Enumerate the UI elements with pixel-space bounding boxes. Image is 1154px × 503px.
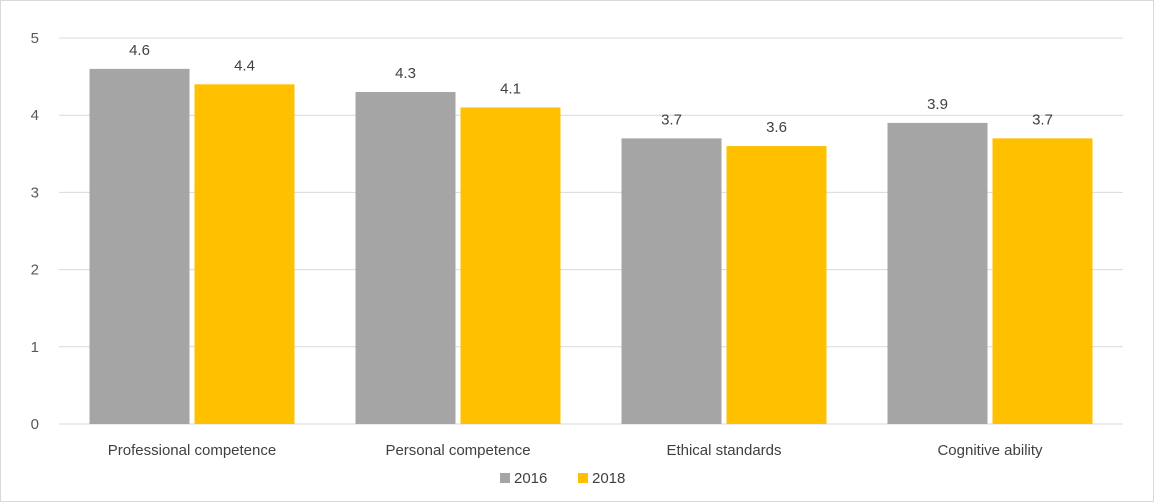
bar-2016-2 (621, 138, 722, 425)
y-tick-label: 0 (31, 416, 39, 433)
bars (89, 68, 1093, 425)
legend-swatch-2016 (500, 473, 510, 483)
bar-2018-3 (992, 138, 1093, 425)
y-tick-label: 1 (31, 339, 39, 356)
data-labels: 4.6 4.4 4.3 4.1 3.7 3.6 3.9 3.7 (129, 42, 1053, 136)
bar-2016-3 (887, 122, 988, 425)
y-tick-label: 4 (31, 107, 39, 124)
category-label: Personal competence (385, 442, 530, 459)
legend-swatch-2018 (578, 473, 588, 483)
y-tick-label: 5 (31, 30, 39, 47)
data-label-2018-2: 3.6 (766, 119, 787, 136)
legend-label-2016: 2016 (514, 470, 547, 487)
legend-label-2018: 2018 (592, 470, 625, 487)
y-tick-label: 3 (31, 184, 39, 201)
bar-2018-1 (460, 107, 561, 424)
y-axis-ticks: 0 1 2 3 4 5 (31, 30, 39, 433)
bar-2016-1 (355, 92, 456, 424)
category-label: Professional competence (108, 442, 276, 459)
category-labels: Professional competence Personal competen… (108, 442, 1043, 459)
bar-2016-0 (89, 68, 190, 424)
data-label-2016-0: 4.6 (129, 42, 150, 59)
bar-2018-2 (726, 146, 827, 424)
data-label-2016-1: 4.3 (395, 65, 416, 82)
legend: 2016 2018 (500, 470, 625, 487)
category-label: Cognitive ability (937, 442, 1043, 459)
category-label: Ethical standards (666, 442, 781, 459)
data-label-2018-1: 4.1 (500, 80, 521, 97)
data-label-2018-3: 3.7 (1032, 111, 1053, 128)
y-tick-label: 2 (31, 262, 39, 279)
data-label-2016-2: 3.7 (661, 111, 682, 128)
bar-2018-0 (194, 84, 295, 424)
data-label-2016-3: 3.9 (927, 96, 948, 113)
data-label-2018-0: 4.4 (234, 57, 255, 74)
